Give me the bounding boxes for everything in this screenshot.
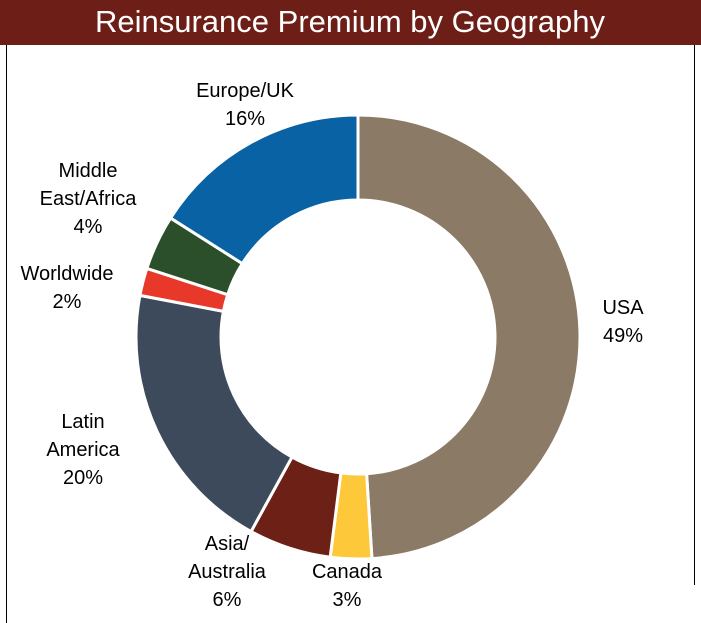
- label-line: Latin: [61, 411, 104, 433]
- segment-label: Asia/Australia: [188, 533, 267, 583]
- chart-title: Reinsurance Premium by Geography: [95, 4, 606, 39]
- value-label: 20%: [63, 467, 103, 489]
- segment-label: Canada: [312, 561, 383, 583]
- label-line: Asia/: [205, 533, 250, 555]
- value-label: 3%: [333, 589, 362, 611]
- label-line: Canada: [312, 561, 383, 583]
- value-label: 49%: [603, 325, 643, 347]
- donut-segment: [356, 113, 582, 561]
- segment-label: USA: [602, 297, 644, 319]
- label-line: Europe/UK: [196, 80, 294, 102]
- value-label: 16%: [225, 108, 265, 130]
- segment-label: Latin America: [46, 411, 120, 461]
- donut-segment: [168, 113, 360, 266]
- value-label: 4%: [74, 216, 103, 238]
- segment-label: Europe/UK: [196, 80, 294, 102]
- donut-segment: [134, 293, 295, 534]
- label-line: Middle: [59, 160, 118, 182]
- value-label: 2%: [53, 291, 82, 313]
- label-line: Australia: [188, 561, 267, 583]
- segment-label: Middle East/Africa: [40, 160, 138, 210]
- label-line: Worldwide: [21, 263, 114, 285]
- segment-label: Worldwide: [21, 263, 114, 285]
- label-line: America: [46, 439, 120, 461]
- title-bar: [0, 0, 701, 45]
- label-line: East/Africa: [40, 188, 138, 210]
- value-label: 6%: [213, 589, 242, 611]
- label-line: USA: [602, 297, 644, 319]
